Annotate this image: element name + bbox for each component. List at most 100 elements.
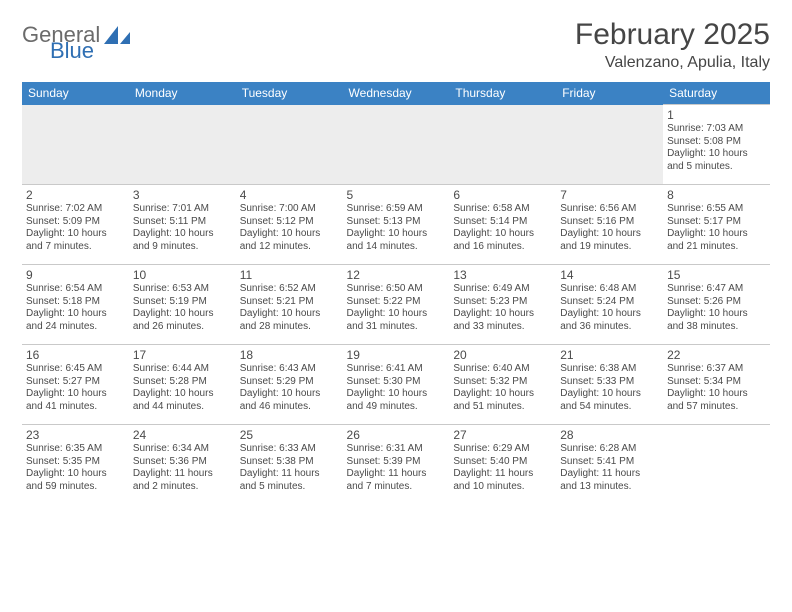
calendar-day: 6Sunrise: 6:58 AMSunset: 5:14 PMDaylight…	[449, 185, 556, 265]
weekday-header: Sunday	[22, 82, 129, 105]
month-title: February 2025	[575, 18, 770, 52]
calendar-day: 26Sunrise: 6:31 AMSunset: 5:39 PMDayligh…	[343, 425, 450, 505]
day-number: 24	[133, 428, 232, 442]
calendar-day: 13Sunrise: 6:49 AMSunset: 5:23 PMDayligh…	[449, 265, 556, 345]
day-number: 10	[133, 268, 232, 282]
calendar-empty	[129, 105, 236, 185]
calendar-day: 4Sunrise: 7:00 AMSunset: 5:12 PMDaylight…	[236, 185, 343, 265]
day-info: Sunrise: 6:35 AMSunset: 5:35 PMDaylight:…	[26, 443, 125, 493]
logo: General Blue	[22, 24, 130, 62]
calendar-day: 3Sunrise: 7:01 AMSunset: 5:11 PMDaylight…	[129, 185, 236, 265]
day-number: 17	[133, 348, 232, 362]
calendar-day: 16Sunrise: 6:45 AMSunset: 5:27 PMDayligh…	[22, 345, 129, 425]
day-number: 15	[667, 268, 766, 282]
day-number: 8	[667, 188, 766, 202]
calendar-day: 5Sunrise: 6:59 AMSunset: 5:13 PMDaylight…	[343, 185, 450, 265]
calendar-empty	[343, 105, 450, 185]
calendar-empty	[663, 425, 770, 505]
day-info: Sunrise: 6:44 AMSunset: 5:28 PMDaylight:…	[133, 363, 232, 413]
day-number: 11	[240, 268, 339, 282]
calendar-day: 28Sunrise: 6:28 AMSunset: 5:41 PMDayligh…	[556, 425, 663, 505]
calendar-week: 16Sunrise: 6:45 AMSunset: 5:27 PMDayligh…	[22, 345, 770, 425]
day-info: Sunrise: 6:29 AMSunset: 5:40 PMDaylight:…	[453, 443, 552, 493]
day-number: 19	[347, 348, 446, 362]
day-info: Sunrise: 7:00 AMSunset: 5:12 PMDaylight:…	[240, 203, 339, 253]
day-number: 5	[347, 188, 446, 202]
day-number: 26	[347, 428, 446, 442]
calendar-week: 2Sunrise: 7:02 AMSunset: 5:09 PMDaylight…	[22, 185, 770, 265]
day-number: 25	[240, 428, 339, 442]
weekday-header: Thursday	[449, 82, 556, 105]
day-info: Sunrise: 6:41 AMSunset: 5:30 PMDaylight:…	[347, 363, 446, 413]
day-info: Sunrise: 6:53 AMSunset: 5:19 PMDaylight:…	[133, 283, 232, 333]
day-number: 18	[240, 348, 339, 362]
day-info: Sunrise: 6:37 AMSunset: 5:34 PMDaylight:…	[667, 363, 766, 413]
calendar-day: 21Sunrise: 6:38 AMSunset: 5:33 PMDayligh…	[556, 345, 663, 425]
day-number: 21	[560, 348, 659, 362]
calendar-day: 11Sunrise: 6:52 AMSunset: 5:21 PMDayligh…	[236, 265, 343, 345]
day-info: Sunrise: 6:48 AMSunset: 5:24 PMDaylight:…	[560, 283, 659, 333]
calendar-day: 14Sunrise: 6:48 AMSunset: 5:24 PMDayligh…	[556, 265, 663, 345]
weekday-header: Wednesday	[343, 82, 450, 105]
day-info: Sunrise: 6:52 AMSunset: 5:21 PMDaylight:…	[240, 283, 339, 333]
header: General Blue February 2025 Valenzano, Ap…	[22, 18, 770, 72]
day-info: Sunrise: 7:01 AMSunset: 5:11 PMDaylight:…	[133, 203, 232, 253]
weekday-header: Tuesday	[236, 82, 343, 105]
calendar-empty	[236, 105, 343, 185]
calendar-week: 23Sunrise: 6:35 AMSunset: 5:35 PMDayligh…	[22, 425, 770, 505]
day-info: Sunrise: 6:56 AMSunset: 5:16 PMDaylight:…	[560, 203, 659, 253]
day-info: Sunrise: 6:47 AMSunset: 5:26 PMDaylight:…	[667, 283, 766, 333]
day-number: 7	[560, 188, 659, 202]
calendar-day: 7Sunrise: 6:56 AMSunset: 5:16 PMDaylight…	[556, 185, 663, 265]
day-number: 13	[453, 268, 552, 282]
day-number: 4	[240, 188, 339, 202]
day-number: 3	[133, 188, 232, 202]
calendar-week: 1Sunrise: 7:03 AMSunset: 5:08 PMDaylight…	[22, 105, 770, 185]
day-info: Sunrise: 7:02 AMSunset: 5:09 PMDaylight:…	[26, 203, 125, 253]
day-number: 27	[453, 428, 552, 442]
calendar-day: 10Sunrise: 6:53 AMSunset: 5:19 PMDayligh…	[129, 265, 236, 345]
day-number: 16	[26, 348, 125, 362]
day-info: Sunrise: 6:34 AMSunset: 5:36 PMDaylight:…	[133, 443, 232, 493]
calendar-day: 15Sunrise: 6:47 AMSunset: 5:26 PMDayligh…	[663, 265, 770, 345]
day-info: Sunrise: 6:58 AMSunset: 5:14 PMDaylight:…	[453, 203, 552, 253]
day-number: 28	[560, 428, 659, 442]
calendar-week: 9Sunrise: 6:54 AMSunset: 5:18 PMDaylight…	[22, 265, 770, 345]
calendar-day: 24Sunrise: 6:34 AMSunset: 5:36 PMDayligh…	[129, 425, 236, 505]
day-info: Sunrise: 7:03 AMSunset: 5:08 PMDaylight:…	[667, 123, 766, 173]
day-number: 23	[26, 428, 125, 442]
day-info: Sunrise: 6:40 AMSunset: 5:32 PMDaylight:…	[453, 363, 552, 413]
calendar-day: 12Sunrise: 6:50 AMSunset: 5:22 PMDayligh…	[343, 265, 450, 345]
day-number: 20	[453, 348, 552, 362]
day-number: 9	[26, 268, 125, 282]
day-number: 22	[667, 348, 766, 362]
calendar-day: 25Sunrise: 6:33 AMSunset: 5:38 PMDayligh…	[236, 425, 343, 505]
day-info: Sunrise: 6:43 AMSunset: 5:29 PMDaylight:…	[240, 363, 339, 413]
calendar-day: 2Sunrise: 7:02 AMSunset: 5:09 PMDaylight…	[22, 185, 129, 265]
calendar-empty	[22, 105, 129, 185]
logo-text-blue: Blue	[50, 40, 130, 62]
calendar-day: 8Sunrise: 6:55 AMSunset: 5:17 PMDaylight…	[663, 185, 770, 265]
day-info: Sunrise: 6:33 AMSunset: 5:38 PMDaylight:…	[240, 443, 339, 493]
day-number: 14	[560, 268, 659, 282]
calendar-day: 9Sunrise: 6:54 AMSunset: 5:18 PMDaylight…	[22, 265, 129, 345]
day-info: Sunrise: 6:49 AMSunset: 5:23 PMDaylight:…	[453, 283, 552, 333]
calendar-day: 23Sunrise: 6:35 AMSunset: 5:35 PMDayligh…	[22, 425, 129, 505]
calendar-table: SundayMondayTuesdayWednesdayThursdayFrid…	[22, 82, 770, 505]
day-info: Sunrise: 6:45 AMSunset: 5:27 PMDaylight:…	[26, 363, 125, 413]
day-info: Sunrise: 6:55 AMSunset: 5:17 PMDaylight:…	[667, 203, 766, 253]
calendar-empty	[556, 105, 663, 185]
calendar-day: 19Sunrise: 6:41 AMSunset: 5:30 PMDayligh…	[343, 345, 450, 425]
day-info: Sunrise: 6:38 AMSunset: 5:33 PMDaylight:…	[560, 363, 659, 413]
location: Valenzano, Apulia, Italy	[575, 54, 770, 72]
calendar-day: 22Sunrise: 6:37 AMSunset: 5:34 PMDayligh…	[663, 345, 770, 425]
day-info: Sunrise: 6:28 AMSunset: 5:41 PMDaylight:…	[560, 443, 659, 493]
day-number: 1	[667, 108, 766, 122]
calendar-empty	[449, 105, 556, 185]
calendar-day: 20Sunrise: 6:40 AMSunset: 5:32 PMDayligh…	[449, 345, 556, 425]
calendar-body: 1Sunrise: 7:03 AMSunset: 5:08 PMDaylight…	[22, 105, 770, 505]
day-number: 2	[26, 188, 125, 202]
day-info: Sunrise: 6:59 AMSunset: 5:13 PMDaylight:…	[347, 203, 446, 253]
day-number: 12	[347, 268, 446, 282]
weekday-header: Monday	[129, 82, 236, 105]
